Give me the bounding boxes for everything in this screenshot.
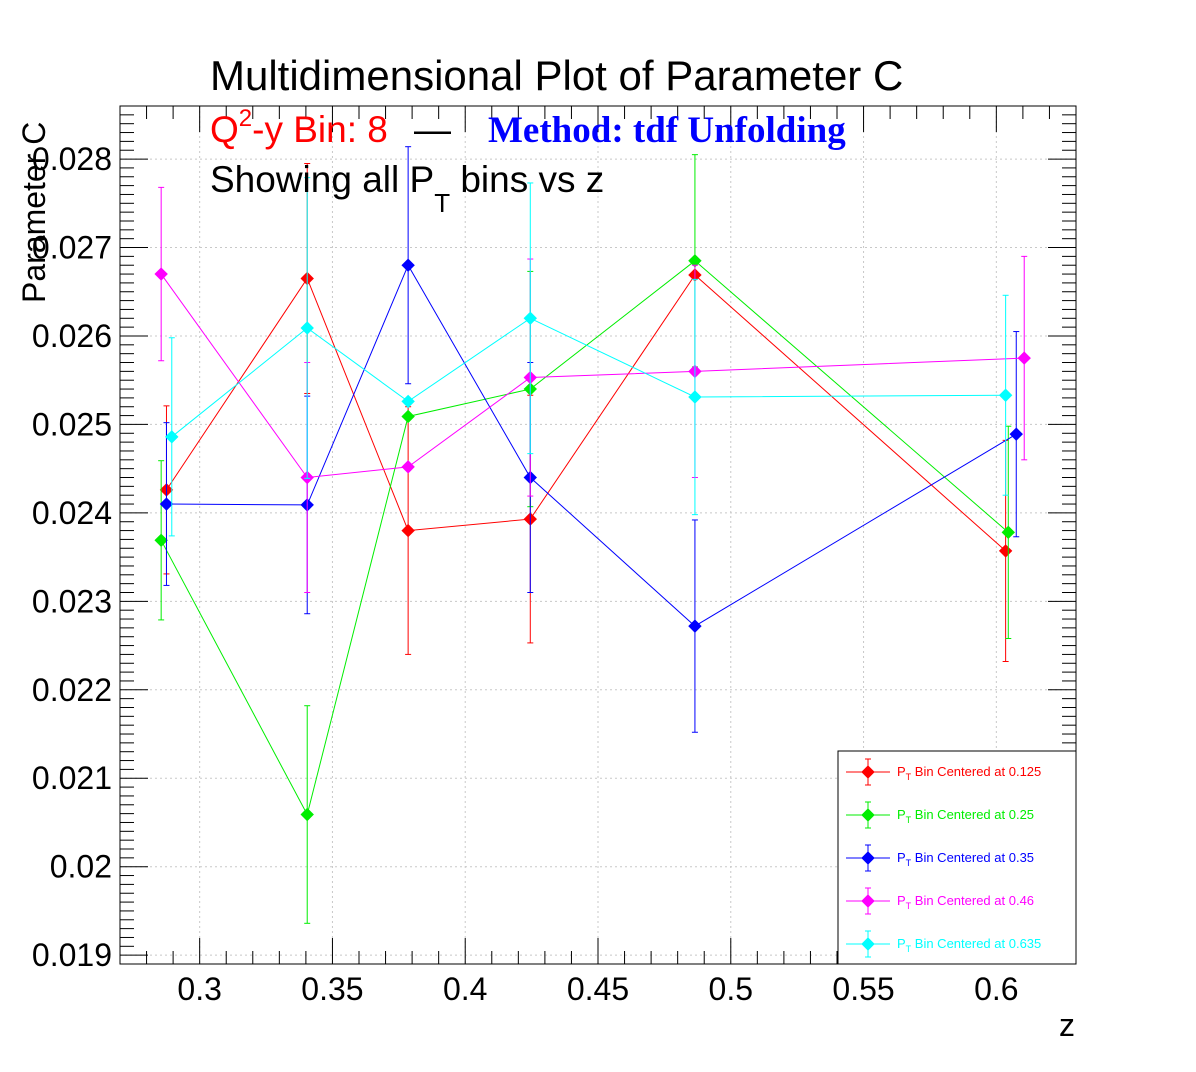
subtitle-q-letter: Q bbox=[210, 109, 239, 150]
subtitle-bin-text: -y Bin: 8 bbox=[252, 109, 388, 150]
data-point bbox=[688, 390, 702, 404]
data-point bbox=[300, 321, 314, 335]
legend-label: PT Bin Centered at 0.46 bbox=[897, 893, 1034, 911]
y-axis-title: Parameter C bbox=[16, 122, 52, 303]
legend-entry-2: PT Bin Centered at 0.25 bbox=[846, 801, 1034, 829]
subtitle-pt-subscript: T bbox=[434, 188, 450, 218]
data-point bbox=[154, 267, 168, 281]
data-series bbox=[154, 146, 1031, 924]
x-tick-label: 0.55 bbox=[832, 971, 894, 1007]
series-2 bbox=[154, 154, 1015, 924]
data-point bbox=[401, 258, 415, 272]
data-point bbox=[401, 394, 415, 409]
legend-label: PT Bin Centered at 0.35 bbox=[897, 850, 1034, 868]
legend-marker bbox=[861, 894, 875, 908]
legend-entry-5: PT Bin Centered at 0.635 bbox=[846, 930, 1041, 958]
series-line bbox=[166, 274, 1006, 552]
y-tick-label: 0.027 bbox=[32, 230, 112, 266]
subtitle-method: Method: tdf Unfolding bbox=[488, 110, 846, 151]
data-point bbox=[159, 497, 174, 511]
y-tick-label: 0.021 bbox=[32, 760, 112, 796]
x-tick-labels: 0.3 0.35 0.4 0.45 0.5 0.55 0.6 bbox=[177, 971, 1018, 1007]
data-point bbox=[401, 523, 415, 538]
legend-marker bbox=[861, 808, 875, 822]
data-point bbox=[165, 430, 179, 444]
data-point bbox=[154, 533, 168, 548]
y-tick-label: 0.019 bbox=[32, 937, 112, 973]
y-tick-label: 0.024 bbox=[32, 495, 112, 531]
y-tick-label: 0.028 bbox=[32, 141, 112, 177]
subtitle-q-superscript: 2 bbox=[239, 105, 252, 132]
y-tick-label: 0.026 bbox=[32, 318, 112, 354]
data-point bbox=[523, 311, 537, 325]
y-tick-label: 0.022 bbox=[32, 672, 112, 708]
legend-entry-1: PT Bin Centered at 0.125 bbox=[846, 758, 1041, 786]
legend-label: PT Bin Centered at 0.25 bbox=[897, 807, 1034, 825]
x-axis-title: z bbox=[1059, 1007, 1075, 1043]
y-tick-labels: 0.019 0.02 0.021 0.022 0.023 0.024 0.025 0.026 0… bbox=[32, 141, 112, 973]
legend-label: PT Bin Centered at 0.125 bbox=[897, 764, 1041, 782]
y-tick-label: 0.023 bbox=[32, 583, 112, 619]
series-line bbox=[160, 273, 1025, 479]
x-tick-label: 0.6 bbox=[974, 971, 1018, 1007]
x-tick-label: 0.45 bbox=[567, 971, 629, 1007]
data-point bbox=[688, 619, 702, 633]
data-point bbox=[1001, 525, 1015, 540]
subtitle-pt-bins: Showing all PT bins vs z bbox=[210, 159, 604, 218]
y-tick-label: 0.02 bbox=[50, 849, 112, 885]
chart-title: Multidimensional Plot of Parameter C bbox=[210, 52, 903, 99]
x-tick-label: 0.3 bbox=[177, 971, 221, 1007]
x-tick-label: 0.5 bbox=[709, 971, 753, 1007]
x-tick-label: 0.35 bbox=[301, 971, 363, 1007]
series-line bbox=[166, 264, 1017, 627]
data-point bbox=[998, 388, 1013, 402]
legend-entry-3: PT Bin Centered at 0.35 bbox=[846, 844, 1034, 872]
subtitle-pt-rest: bins vs z bbox=[450, 159, 604, 200]
subtitle-bin: Q2-y Bin: 8 bbox=[210, 105, 388, 150]
subtitle-dash: — bbox=[414, 109, 451, 150]
legend-entries: PT Bin Centered at 0.125 PT Bin Centered … bbox=[846, 758, 1041, 958]
legend-entry-4: PT Bin Centered at 0.46 bbox=[846, 887, 1034, 915]
legend-label: PT Bin Centered at 0.635 bbox=[897, 936, 1041, 954]
series-line bbox=[160, 260, 1009, 816]
series-5 bbox=[165, 177, 1013, 537]
legend-marker bbox=[861, 851, 875, 865]
series-line bbox=[171, 317, 1006, 438]
data-point bbox=[1009, 427, 1023, 441]
data-point bbox=[401, 409, 415, 424]
data-point bbox=[401, 460, 415, 474]
data-point bbox=[300, 807, 314, 822]
y-tick-label: 0.025 bbox=[32, 406, 112, 442]
subtitle-pt-prefix: Showing all P bbox=[210, 159, 434, 200]
legend-marker bbox=[861, 765, 875, 779]
data-point bbox=[1017, 351, 1031, 365]
x-tick-label: 0.4 bbox=[443, 971, 487, 1007]
legend-marker bbox=[861, 937, 875, 951]
